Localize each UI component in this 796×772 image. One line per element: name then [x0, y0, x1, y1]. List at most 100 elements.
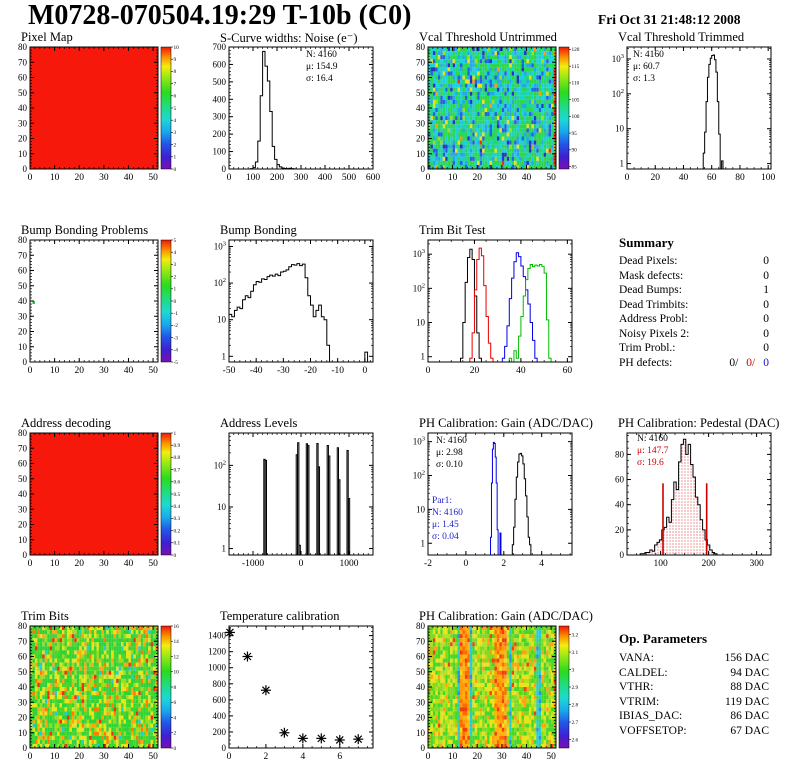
- scurve-noise-canvas: 0 100 200 300 400 500 600 0 100 200 300 400 500 600 70…: [213, 42, 381, 183]
- svg-text:1: 1: [174, 431, 177, 437]
- vcal-trimmed-canvas: 0 20 40 60 80 100 1 10 102 103 N: 4160 μ: 60.7 σ: 1.…: [612, 46, 776, 183]
- vcal-untrimmed-canvas: 120 115 110 105 100 95 90 85 0 10 20 30 40 50 0 10 20 30 4…: [416, 42, 580, 183]
- svg-text:30: 30: [18, 504, 28, 514]
- svg-text:Par1:: Par1:: [432, 496, 452, 506]
- svg-text:80: 80: [18, 42, 28, 52]
- svg-text:0.7: 0.7: [174, 467, 181, 473]
- plot-title: Pixel Map: [21, 30, 73, 44]
- plot-address-decoding: Address decoding 1 0.9 0.8 0.7 0.6 0.5 0.4 0.3 0…: [0, 416, 199, 600]
- svg-text:σ: 19.6: σ: 19.6: [637, 458, 664, 468]
- svg-text:1: 1: [174, 287, 177, 293]
- svg-text:50: 50: [18, 88, 28, 98]
- svg-text:60: 60: [563, 366, 573, 376]
- panel-row-label: VTRIM:: [619, 695, 660, 708]
- svg-text:9: 9: [174, 57, 177, 63]
- plot-title: Bump Bonding Problems: [21, 223, 149, 237]
- plot-pixel-map: Pixel Map 10 9 8 7 6 5 4 3 2 1 0 0 10 20 30 40 50 0 10 20 30…: [0, 30, 199, 214]
- svg-text:50: 50: [148, 366, 158, 376]
- op-parameters-heading: Op. Parameters: [619, 631, 708, 646]
- svg-text:50: 50: [546, 173, 556, 183]
- trimbit-test-canvas: 0 20 40 60 1 10 102 103: [413, 239, 573, 376]
- svg-text:0: 0: [222, 164, 227, 174]
- svg-text:500: 500: [342, 173, 357, 183]
- svg-text:6: 6: [174, 94, 177, 100]
- svg-text:30: 30: [99, 559, 109, 569]
- svg-text:70: 70: [18, 250, 28, 260]
- panel-op-parameters: Op. Parameters VANA: 156 DAC CALDEL: 94 DAC…: [597, 609, 796, 772]
- panel-row-label: Noisy Pixels 2:: [619, 327, 690, 340]
- panel-row: Trim Probl.: 0: [619, 341, 769, 356]
- svg-text:-20: -20: [304, 366, 317, 376]
- svg-text:103: 103: [413, 248, 425, 259]
- svg-text:10: 10: [416, 504, 426, 514]
- svg-text:300: 300: [749, 559, 764, 569]
- svg-text:100: 100: [246, 173, 261, 183]
- plot-title: PH Calibration: Pedestal (DAC): [618, 416, 780, 430]
- svg-text:30: 30: [18, 311, 28, 321]
- plot-title: Temperature calibration: [220, 609, 340, 623]
- svg-text:3: 3: [174, 262, 177, 268]
- svg-text:10: 10: [18, 535, 28, 545]
- svg-text:4: 4: [174, 715, 177, 721]
- panel-row-value: 86 DAC: [730, 710, 769, 722]
- panel-row: Address Probl: 0: [619, 312, 769, 327]
- panel-row-value: 156 DAC: [724, 652, 769, 664]
- svg-text:20: 20: [74, 366, 84, 376]
- svg-text:N: 4160: N: 4160: [432, 508, 463, 518]
- svg-text:14: 14: [174, 639, 180, 645]
- panel-row-label: PH defects:: [619, 356, 673, 369]
- svg-text:50: 50: [148, 559, 158, 569]
- panel-row-value: 94 DAC: [730, 666, 769, 679]
- svg-text:30: 30: [18, 118, 28, 128]
- svg-text:-50: -50: [223, 366, 236, 376]
- report-date: Fri Oct 31 21:48:12 2008: [598, 12, 741, 27]
- ph-gain-map-canvas: 3.23.132.92.82.72.60 10 20 30 40 500102030405…: [416, 621, 578, 762]
- svg-text:1: 1: [421, 352, 426, 362]
- svg-text:40: 40: [18, 296, 28, 306]
- svg-text:80: 80: [735, 173, 745, 183]
- svg-text:10: 10: [50, 366, 60, 376]
- panel-row-value: 67 DAC: [730, 724, 769, 737]
- svg-text:10: 10: [416, 149, 426, 159]
- svg-text:1000: 1000: [340, 559, 359, 569]
- page-title: M0728-070504.19:29 T-10b (C0): [28, 0, 412, 31]
- svg-text:10: 10: [50, 559, 60, 569]
- svg-text:N: 4160: N: 4160: [633, 50, 664, 60]
- svg-text:0: 0: [28, 173, 33, 183]
- svg-text:10: 10: [50, 173, 60, 183]
- svg-text:102: 102: [413, 470, 425, 481]
- svg-text:20: 20: [416, 134, 426, 144]
- svg-text:10: 10: [615, 124, 625, 134]
- ph-pedestal-canvas: 100 200 300 0 20 40 60 80 N: 4160 μ: 147.7 σ: 19.6: [615, 432, 772, 569]
- panel-summary: Summary Dead Pixels: 0 Mask defects: 0 Dead …: [597, 223, 796, 407]
- bump-bonding-canvas: -50 -40 -30 -20 -10 0 1 10 102 103: [214, 239, 374, 376]
- panel-row: Mask defects: 0: [619, 269, 769, 284]
- svg-text:40: 40: [124, 366, 134, 376]
- plot-title: Bump Bonding: [220, 223, 297, 237]
- svg-text:0.9: 0.9: [174, 443, 181, 449]
- svg-text:0: 0: [174, 746, 177, 752]
- panel-row-value: 119 DAC: [725, 695, 769, 708]
- panel-row-label: Dead Pixels:: [619, 255, 678, 267]
- svg-text:2: 2: [501, 559, 506, 569]
- svg-text:300: 300: [294, 173, 309, 183]
- svg-text:10: 10: [18, 149, 28, 159]
- svg-text:40: 40: [124, 559, 134, 569]
- panel-row: Noisy Pixels 2: 0: [619, 327, 769, 342]
- svg-text:60: 60: [18, 73, 28, 83]
- panel-row-label: CALDEL:: [619, 666, 668, 679]
- svg-text:50: 50: [148, 173, 158, 183]
- svg-text:115: 115: [572, 64, 580, 70]
- svg-text:10: 10: [217, 502, 227, 512]
- svg-text:10: 10: [18, 342, 28, 352]
- plot-title: Vcal Threshold Trimmed: [618, 30, 745, 44]
- svg-text:20: 20: [472, 173, 482, 183]
- svg-text:120: 120: [572, 47, 580, 53]
- panel-row-value: 0: [763, 298, 769, 311]
- svg-text:2: 2: [174, 142, 177, 148]
- svg-text:10: 10: [217, 315, 227, 325]
- panel-row: PH defects: 0/0/0: [619, 356, 769, 371]
- svg-text:7: 7: [174, 81, 177, 87]
- svg-text:16: 16: [174, 624, 180, 630]
- svg-text:μ: 2.98: μ: 2.98: [436, 448, 463, 458]
